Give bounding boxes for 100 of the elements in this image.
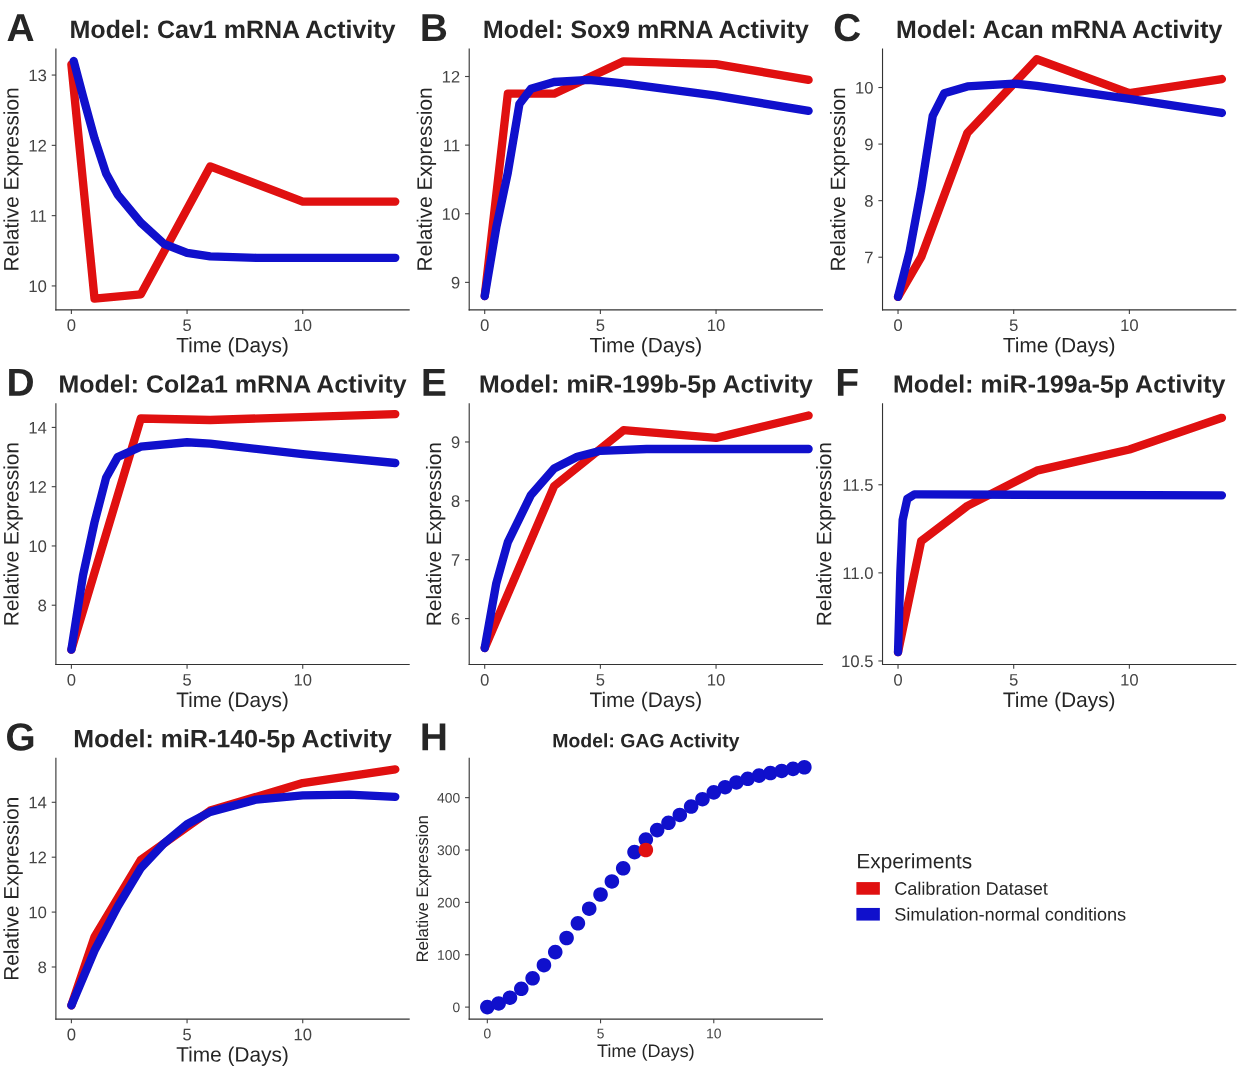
x-axis-title: Time (Days) [589,337,701,357]
chart-title: Model: miR-199a-5p Activity [894,374,1226,398]
x-axis-title: Time (Days) [176,337,288,357]
x-tick-label: 5 [1009,319,1018,332]
point [514,981,529,997]
text: E [423,368,446,396]
point [502,990,518,1005]
point [638,842,654,858]
y-tick-label: 200 [437,897,460,908]
y-tick-label: 7 [865,251,873,264]
point [695,791,710,807]
x-tick-label: 10 [1121,673,1138,686]
point [491,996,506,1011]
text: G [7,723,34,751]
text: A [7,14,34,41]
y-tick-label: 11 [444,139,460,152]
chart-title: Model: miR-199b-5p Activity [480,374,813,398]
point [717,779,733,795]
x-tick-label: 5 [183,674,191,686]
chart-title: Model: Cav1 mRNA Activity [71,19,396,44]
y-tick-label: 9 [451,276,460,289]
text: H [422,723,446,751]
point [525,971,540,986]
x-tick-label: 0 [894,673,903,686]
y-axis-title: Relative Expression [3,798,23,980]
chart-title: Model: Acan mRNA Activity [897,19,1223,44]
x-tick-label: 10 [294,1028,312,1041]
x-tick-label: 5 [1009,674,1018,686]
y-axis-title: Relative Expression [3,88,23,270]
y-tick-label: 11.5 [843,479,873,491]
point [797,759,812,775]
y-tick-label: 12 [442,70,460,83]
y-tick-label: 10 [442,208,460,220]
point [581,901,597,916]
x-tick-label: 5 [183,319,191,332]
point [570,916,586,931]
text: B [422,14,447,41]
point [547,944,563,960]
legend-label: Calibration Dataset [895,881,1048,895]
y-tick-label: 8 [38,599,47,612]
y-tick-label: 12 [29,851,47,864]
x-axis-title: Time (Days) [176,1046,288,1066]
y-tick-label: 9 [865,138,873,151]
y-tick-label: 7 [451,554,460,566]
y-axis-title: Relative Expression [425,443,446,625]
point [604,874,620,889]
y-tick-label: 14 [29,421,47,434]
x-tick-label: 10 [707,1028,721,1039]
y-tick-label: 10 [29,280,47,293]
y-tick-label: 400 [437,792,460,803]
x-axis-title: Time (Days) [589,691,701,712]
y-axis-title: Relative Expression [415,816,432,962]
y-tick-label: 10 [29,540,47,553]
chart-title: Model: Col2a1 mRNA Activity [60,374,407,398]
legend-label: Simulation-normal conditions [895,907,1126,921]
point [615,861,631,876]
y-tick-label: 300 [437,845,460,856]
y-tick-label: 12 [29,481,47,493]
x-tick-label: 10 [1121,319,1138,332]
point [683,799,699,814]
x-tick-label: 5 [596,319,605,332]
y-tick-label: 8 [864,195,873,207]
point [661,815,676,831]
x-tick-label: 0 [67,319,76,332]
x-tick-label: 5 [183,1028,191,1041]
y-axis-title: Relative Expression [3,443,23,625]
point [559,930,574,946]
y-tick-label: 12 [29,139,47,152]
y-tick-label: 100 [438,950,460,960]
x-tick-label: 10 [294,319,312,332]
x-axis-title: Time (Days) [176,691,288,712]
y-tick-label: 10.5 [842,655,873,668]
point [649,822,665,838]
x-tick-label: 10 [294,673,312,686]
y-tick-label: 10 [29,906,47,919]
text: F [837,368,858,396]
y-tick-label: 8 [38,961,47,974]
x-tick-label: 5 [596,674,605,686]
y-tick-label: 0 [453,1002,460,1013]
y-tick-label: 11 [30,210,47,222]
point [706,785,722,800]
y-axis-title: Relative Expression [816,443,836,625]
chart-title: Model: miR-140-5p Activity [74,729,392,753]
x-tick-label: 5 [597,1028,604,1039]
x-axis-title: Time (Days) [597,1043,694,1061]
y-tick-label: 10 [856,81,873,94]
x-tick-label: 0 [894,319,903,332]
y-axis-title: Relative Expression [829,88,850,270]
point [593,887,608,902]
x-tick-label: 10 [708,673,725,686]
legend-title: Experiments [858,853,972,873]
x-tick-label: 0 [67,1028,76,1041]
x-tick-label: 0 [484,1028,491,1039]
text: C [834,13,861,42]
point [672,807,688,823]
y-axis-title: Relative Expression [416,88,437,270]
x-tick-label: 0 [480,673,489,686]
point [536,957,552,973]
y-tick-label: 13 [29,69,47,82]
x-axis-title: Time (Days) [1003,691,1115,712]
